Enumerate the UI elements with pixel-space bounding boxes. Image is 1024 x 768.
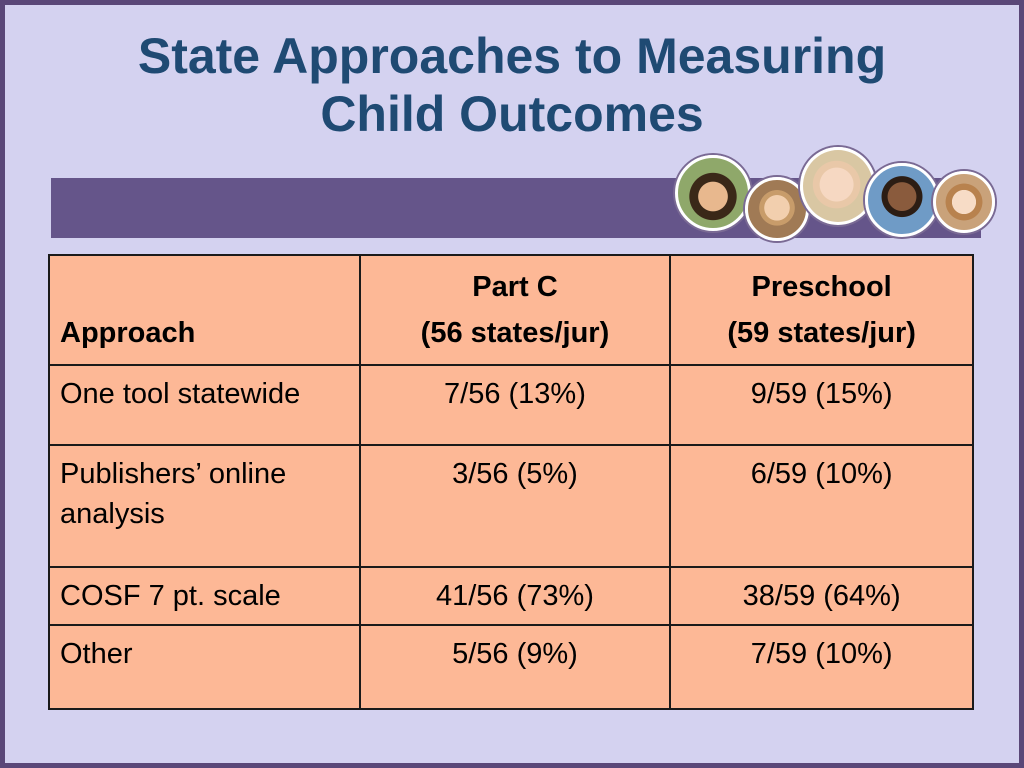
cell-approach: Publishers’ online analysis xyxy=(48,444,361,568)
slide-title: State Approaches to Measuring Child Outc… xyxy=(5,27,1019,143)
slide: State Approaches to Measuring Child Outc… xyxy=(5,5,1019,763)
child-photo-5 xyxy=(933,171,995,233)
child-photo-4 xyxy=(865,163,939,237)
table-row: Publishers’ online analysis 3/56 (5%) 6/… xyxy=(48,444,974,568)
header-part-c: Part C (56 states/jur) xyxy=(358,254,672,366)
title-line-1: State Approaches to Measuring xyxy=(137,28,887,84)
cell-preschool: 6/59 (10%) xyxy=(669,444,974,568)
table-row: Other 5/56 (9%) 7/59 (10%) xyxy=(48,624,974,710)
child-photo-2 xyxy=(745,177,809,241)
cell-preschool: 7/59 (10%) xyxy=(669,624,974,710)
child-photo-1 xyxy=(675,155,751,231)
cell-part-c: 7/56 (13%) xyxy=(358,364,672,446)
header-preschool: Preschool (59 states/jur) xyxy=(669,254,974,366)
cell-approach: Other xyxy=(48,624,361,710)
cell-preschool: 38/59 (64%) xyxy=(669,566,974,626)
title-line-2: Child Outcomes xyxy=(320,86,704,142)
table-row: One tool statewide 7/56 (13%) 9/59 (15%) xyxy=(48,364,974,446)
header-approach: Approach xyxy=(48,254,361,366)
cell-part-c: 41/56 (73%) xyxy=(358,566,672,626)
cell-part-c: 5/56 (9%) xyxy=(358,624,672,710)
child-photo-3 xyxy=(800,147,876,225)
table-header-row: Approach Part C (56 states/jur) Preschoo… xyxy=(48,254,974,366)
cell-part-c: 3/56 (5%) xyxy=(358,444,672,568)
cell-approach: One tool statewide xyxy=(48,364,361,446)
cell-approach: COSF 7 pt. scale xyxy=(48,566,361,626)
cell-preschool: 9/59 (15%) xyxy=(669,364,974,446)
outcomes-table: Approach Part C (56 states/jur) Preschoo… xyxy=(48,254,974,710)
table-row: COSF 7 pt. scale 41/56 (73%) 38/59 (64%) xyxy=(48,566,974,626)
